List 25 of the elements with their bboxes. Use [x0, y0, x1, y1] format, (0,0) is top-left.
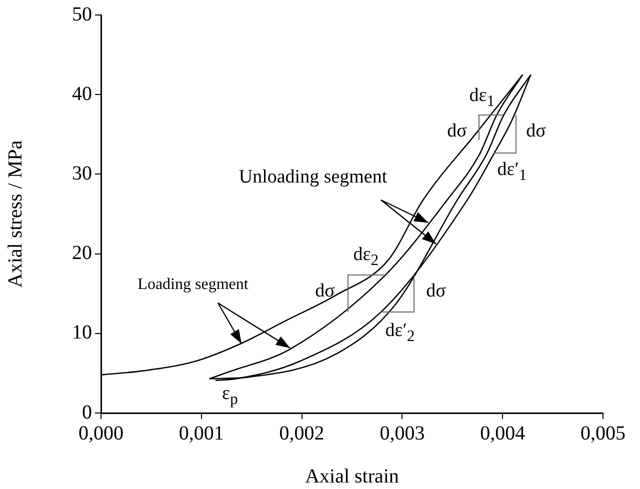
annotation: dε$_{2}$	[353, 244, 379, 269]
annotation: dσ	[526, 120, 546, 142]
x-tick-label: 0,003	[380, 422, 425, 444]
y-tick-label: 30	[72, 162, 92, 184]
x-tick-label: 0,004	[480, 422, 526, 444]
y-tick-label: 40	[72, 82, 92, 105]
y-tick-label: 20	[72, 242, 92, 264]
y-axis-title: Axial stress / MPa	[4, 140, 26, 288]
annotation: Loading segment	[138, 276, 248, 293]
y-tick-label: 10	[72, 322, 92, 344]
x-tick-label: 0,005	[580, 422, 626, 444]
annotation: Unloading segment	[238, 166, 388, 188]
annotation: ε$_{p}$	[222, 383, 238, 408]
y-tick-label: 0	[82, 401, 92, 424]
annotation: dσ	[315, 280, 335, 302]
x-tick-label: 0,001	[178, 422, 224, 444]
x-tick-label: 0,000	[78, 422, 124, 444]
x-axis-title: Axial strain	[305, 465, 399, 488]
annotation: dσ	[426, 280, 446, 302]
annotation: dε$_{1}$	[469, 85, 495, 110]
x-tick-label: 0,002	[279, 422, 324, 444]
annotation: dε′$_{1}$	[497, 159, 527, 184]
annotation: dσ	[447, 120, 467, 142]
y-tick-label: 50	[72, 3, 92, 26]
annotation: dε′$_{2}$	[385, 320, 415, 345]
